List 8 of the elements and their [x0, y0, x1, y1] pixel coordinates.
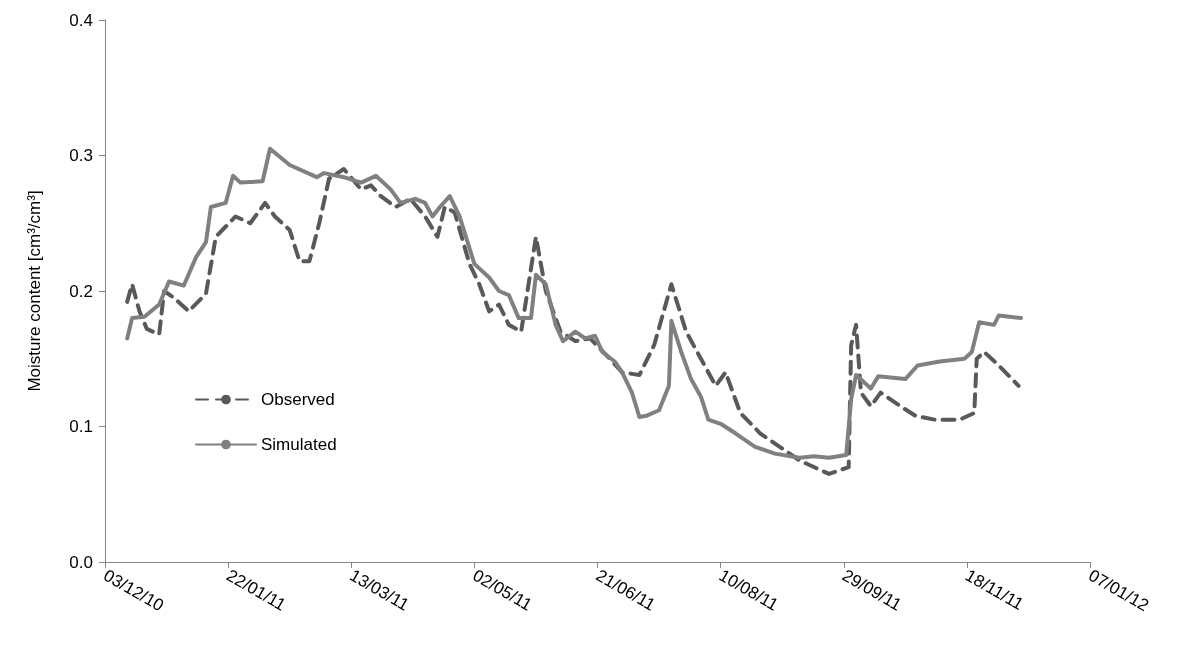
y-axis-title: Moisture content [cm³/cm³]: [25, 190, 44, 392]
y-tick-label: 0.2: [69, 281, 93, 301]
legend-label: Simulated: [261, 435, 337, 454]
y-tick-label: 0.1: [69, 417, 93, 436]
y-tick-label: 0.3: [69, 146, 93, 165]
y-tick-label: 0.4: [69, 10, 93, 30]
legend-label: Observed: [261, 390, 335, 409]
y-tick-label: 0.0: [69, 552, 93, 572]
